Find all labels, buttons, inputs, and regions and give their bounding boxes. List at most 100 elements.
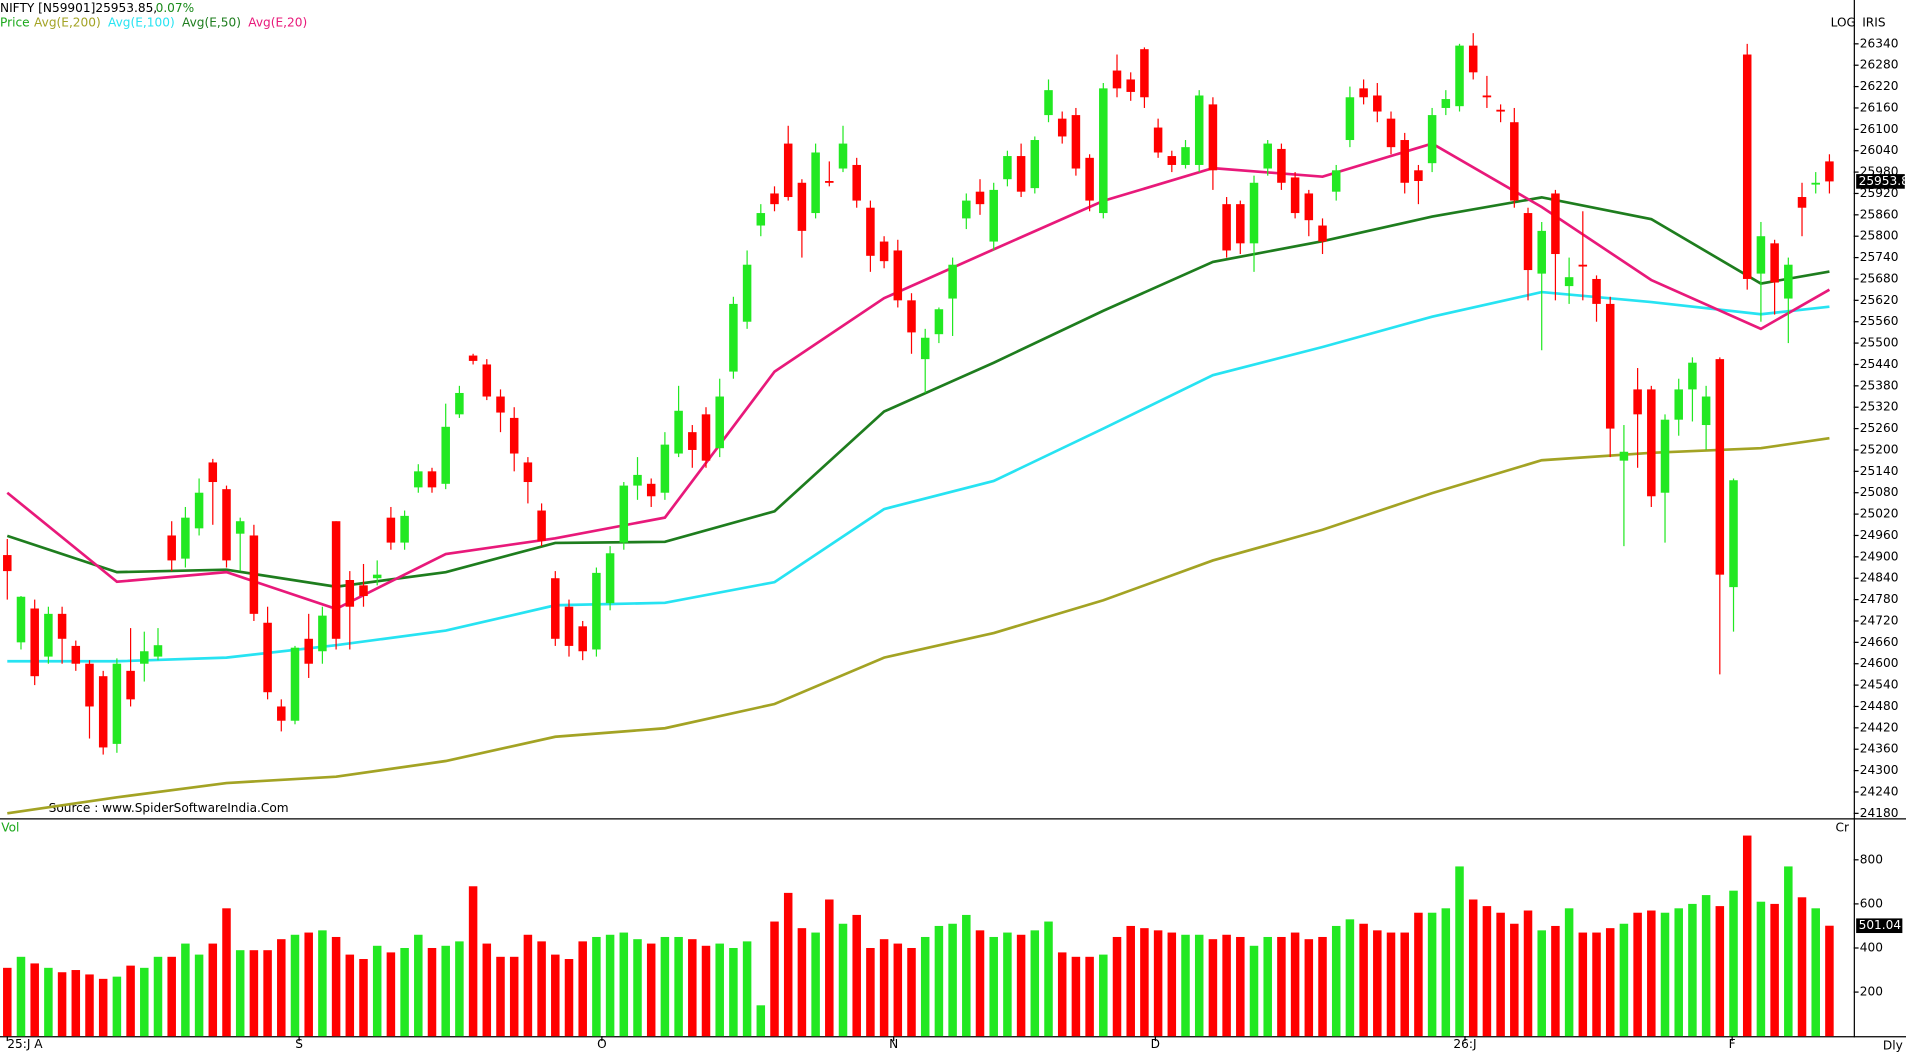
volume-bar: [455, 941, 464, 1037]
candle-body: [1660, 419, 1670, 493]
candle-body: [85, 663, 94, 707]
candle-body: [1331, 170, 1341, 192]
volume-bar: [1619, 923, 1629, 1037]
candle-body: [1482, 95, 1492, 98]
candle-body: [1715, 359, 1725, 575]
volume-bar: [1194, 934, 1204, 1037]
candle-body: [140, 651, 149, 664]
volume-bar: [551, 954, 560, 1037]
volume-bar: [263, 950, 272, 1037]
candle-body: [564, 606, 574, 646]
y-tick-label: 24600: [1860, 656, 1899, 670]
candle-body: [455, 392, 464, 415]
candle-body: [879, 241, 889, 262]
candle-body: [277, 706, 286, 721]
candle-body: [1742, 54, 1752, 279]
candle-body: [1674, 389, 1683, 420]
volume-bar: [1181, 934, 1190, 1037]
candle-body: [44, 613, 53, 657]
volume-bar: [783, 892, 793, 1037]
moving-average: [7, 290, 1830, 663]
volume-bar: [1455, 866, 1464, 1037]
volume-bar: [1112, 936, 1122, 1037]
volume-bar: [893, 943, 903, 1037]
volume-bar: [1688, 903, 1697, 1037]
volume-bar: [3, 967, 12, 1037]
last-volume-box: [1856, 918, 1903, 934]
candle-body: [194, 492, 204, 529]
candle-body: [1140, 49, 1149, 98]
volume-bar: [605, 934, 615, 1037]
volume-bar: [427, 947, 437, 1037]
volume-bar: [742, 941, 752, 1037]
candle-body: [1236, 204, 1245, 244]
volume-bar: [852, 914, 861, 1037]
volume-bar: [688, 939, 697, 1037]
candle-body: [1263, 143, 1272, 169]
volume-bar: [1825, 925, 1834, 1037]
x-tick-label: S: [295, 1037, 303, 1051]
volume-bar: [1085, 956, 1094, 1037]
volume-bar: [866, 947, 875, 1037]
volume-bar: [934, 925, 944, 1037]
last-price-label: 25953.8: [1859, 174, 1906, 188]
volume-tick-label: 400: [1860, 940, 1883, 954]
y-tick-label: 24840: [1860, 571, 1899, 585]
candle-body: [441, 426, 450, 484]
candle-body: [646, 483, 656, 497]
volume-label: Vol: [1, 820, 19, 834]
legend-entry: Avg(E,20): [248, 16, 307, 30]
volume-bar: [153, 956, 163, 1037]
candle-body: [249, 535, 259, 614]
candle-body: [30, 608, 39, 677]
candle-body: [770, 193, 779, 205]
candle-body: [729, 303, 738, 372]
candle-body: [948, 264, 957, 299]
y-tick-label: 25680: [1860, 271, 1899, 285]
volume-bar: [729, 947, 738, 1037]
volume-bar: [30, 963, 39, 1037]
volume-bar: [1510, 923, 1519, 1037]
candle-body: [208, 462, 218, 483]
candle-body: [1085, 157, 1094, 201]
candle-body: [537, 510, 546, 541]
y-tick-label: 25860: [1860, 207, 1899, 221]
candle-body: [16, 596, 26, 643]
volume-bar: [509, 956, 519, 1037]
scale-label: LOG: [1831, 16, 1856, 30]
volume-bar: [1208, 939, 1218, 1037]
candle-body: [359, 585, 368, 597]
candle-body: [1605, 303, 1615, 429]
volume-bar: [1318, 936, 1327, 1037]
volume-bar: [1345, 919, 1355, 1037]
candle-body: [1099, 88, 1108, 214]
volume-bar: [318, 930, 327, 1037]
volume-bar: [660, 936, 670, 1037]
moving-average: [6, 142, 1831, 611]
volume-bar: [1784, 866, 1793, 1037]
y-tick-label: 24180: [1860, 806, 1899, 820]
candle-body: [414, 471, 423, 488]
volume-bar: [578, 941, 587, 1037]
volume-bar: [756, 1005, 766, 1037]
candle-body: [1784, 264, 1793, 299]
source: Source : www.SpiderSoftwareIndia.Com: [49, 801, 289, 815]
candle-body: [825, 180, 834, 183]
candle-body: [1044, 90, 1053, 116]
candle-body: [1016, 156, 1026, 192]
candle-body: [934, 309, 944, 335]
y-tick-label: 25080: [1860, 485, 1899, 499]
candle-body: [290, 647, 300, 721]
moving-average: [6, 196, 1830, 589]
candle-body: [1400, 140, 1409, 183]
candle-body: [1441, 99, 1451, 108]
volume-bar: [290, 934, 300, 1037]
volume-bar: [1016, 934, 1026, 1037]
candle-body: [1537, 230, 1546, 274]
candle-body: [756, 213, 766, 226]
volume-bar: [372, 945, 382, 1037]
candle-body: [1386, 118, 1396, 148]
x-tick-label: 26:J: [1453, 1037, 1476, 1051]
candle-body: [1414, 170, 1423, 181]
